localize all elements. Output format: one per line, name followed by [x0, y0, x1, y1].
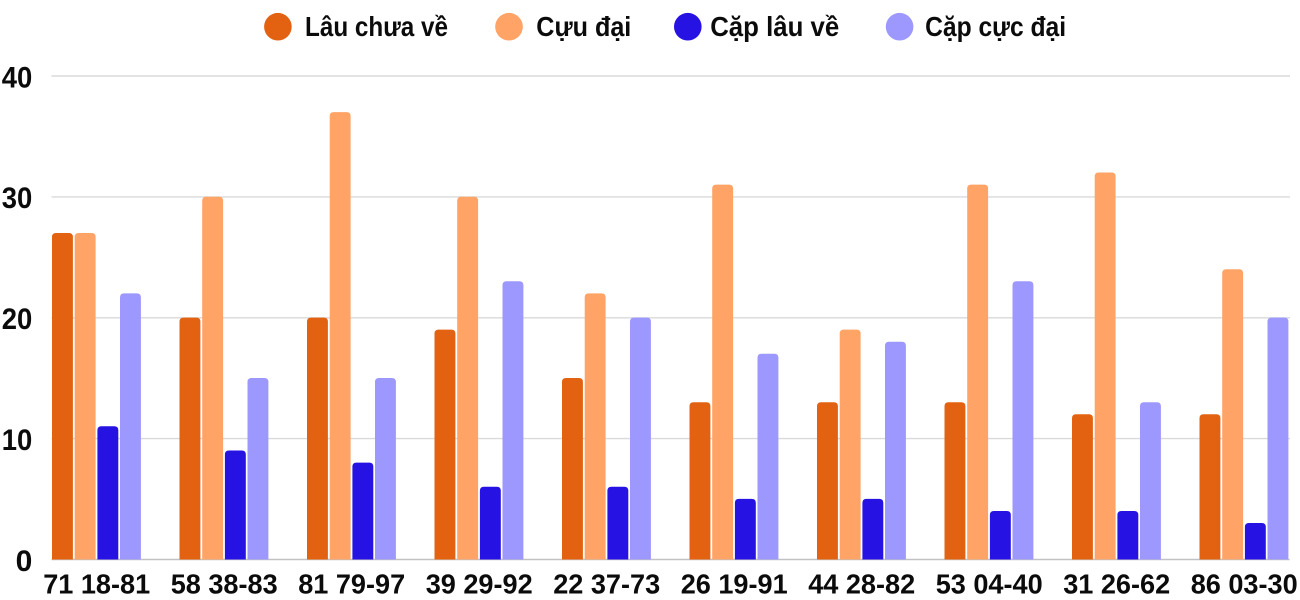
svg-text:Lâu chưa về: Lâu chưa về	[305, 11, 448, 42]
svg-text:10: 10	[2, 424, 33, 457]
svg-text:Cặp cực đại: Cặp cực đại	[925, 11, 1066, 42]
svg-text:Cặp lâu về: Cặp lâu về	[710, 11, 839, 42]
svg-text:0: 0	[16, 545, 33, 578]
svg-text:Cựu đại: Cựu đại	[536, 11, 631, 42]
svg-text:39 29-92: 39 29-92	[426, 568, 533, 599]
svg-text:20: 20	[2, 303, 33, 336]
svg-text:81 79-97: 81 79-97	[298, 568, 405, 599]
svg-text:71 18-81: 71 18-81	[43, 568, 150, 599]
svg-text:53 04-40: 53 04-40	[936, 568, 1043, 599]
svg-text:40: 40	[2, 61, 33, 94]
svg-text:44 28-82: 44 28-82	[808, 568, 915, 599]
svg-text:58 38-83: 58 38-83	[171, 568, 278, 599]
svg-text:31 26-62: 31 26-62	[1063, 568, 1170, 599]
svg-text:30: 30	[2, 182, 33, 215]
svg-text:22 37-73: 22 37-73	[553, 568, 660, 599]
svg-text:26 19-91: 26 19-91	[681, 568, 788, 599]
svg-text:86 03-30: 86 03-30	[1191, 568, 1298, 599]
